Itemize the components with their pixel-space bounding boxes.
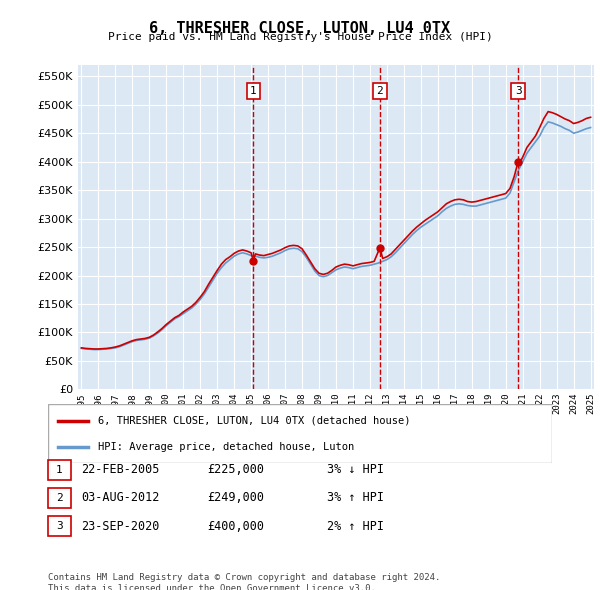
Text: £249,000: £249,000 — [207, 491, 264, 504]
Text: Contains HM Land Registry data © Crown copyright and database right 2024.
This d: Contains HM Land Registry data © Crown c… — [48, 573, 440, 590]
FancyBboxPatch shape — [48, 404, 552, 463]
Text: HPI: Average price, detached house, Luton: HPI: Average price, detached house, Luto… — [98, 442, 355, 451]
Text: £225,000: £225,000 — [207, 463, 264, 476]
Text: 2: 2 — [56, 493, 63, 503]
Text: 23-SEP-2020: 23-SEP-2020 — [81, 520, 160, 533]
Text: 6, THRESHER CLOSE, LUTON, LU4 0TX: 6, THRESHER CLOSE, LUTON, LU4 0TX — [149, 21, 451, 35]
Text: 3% ↑ HPI: 3% ↑ HPI — [327, 491, 384, 504]
Text: 2% ↑ HPI: 2% ↑ HPI — [327, 520, 384, 533]
Text: 1: 1 — [250, 86, 257, 96]
Text: 3% ↓ HPI: 3% ↓ HPI — [327, 463, 384, 476]
Text: 22-FEB-2005: 22-FEB-2005 — [81, 463, 160, 476]
Text: Price paid vs. HM Land Registry's House Price Index (HPI): Price paid vs. HM Land Registry's House … — [107, 32, 493, 42]
Text: 3: 3 — [56, 522, 63, 531]
Text: 1: 1 — [56, 465, 63, 474]
Text: 6, THRESHER CLOSE, LUTON, LU4 0TX (detached house): 6, THRESHER CLOSE, LUTON, LU4 0TX (detac… — [98, 416, 411, 425]
Text: 2: 2 — [377, 86, 383, 96]
Text: £400,000: £400,000 — [207, 520, 264, 533]
Text: 03-AUG-2012: 03-AUG-2012 — [81, 491, 160, 504]
Text: 3: 3 — [515, 86, 521, 96]
